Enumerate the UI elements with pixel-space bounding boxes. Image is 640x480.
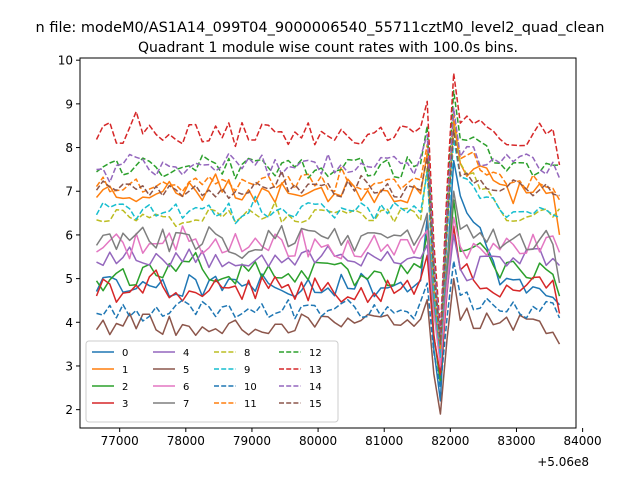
plot-frame: [79, 57, 577, 429]
x-tick-label: 80000: [299, 434, 337, 448]
legend-label-10: 10: [244, 382, 257, 393]
y-tick-label: 5: [65, 272, 73, 286]
x-tick-label: 83000: [497, 434, 535, 448]
figure-suptitle: n file: modeM0/AS1A14_099T04_9000006540_…: [36, 20, 605, 36]
legend-label-11: 11: [244, 399, 257, 410]
series-line-13: [95, 72, 561, 332]
series-line-10: [96, 260, 561, 389]
y-tick-label: 10: [58, 54, 73, 68]
legend-label-15: 15: [309, 399, 322, 410]
series-line-2: [95, 199, 561, 385]
legend-label-2: 2: [122, 382, 128, 393]
series-line-7: [95, 190, 561, 354]
y-tick-label: 7: [65, 185, 73, 199]
legend-label-6: 6: [183, 382, 189, 393]
series-line-6: [96, 216, 561, 367]
x-tick-label: 81000: [365, 434, 403, 448]
x-tick-label: 82000: [431, 434, 469, 448]
series-line-11: [95, 111, 561, 350]
x-tick-label: 77000: [101, 434, 139, 448]
legend-label-3: 3: [122, 399, 128, 410]
x-axis: 77000 78000 79000 80000 81000 82000 83000 84000: [101, 428, 602, 448]
series-line-15: [95, 129, 560, 345]
series-line-3: [95, 225, 561, 376]
legend-label-4: 4: [183, 348, 189, 359]
legend-label-14: 14: [309, 382, 322, 393]
x-tick-label: 79000: [233, 434, 271, 448]
y-axis: 2 3 4 5 6 7 8 9 10: [58, 54, 80, 417]
legend-label-13: 13: [309, 365, 322, 376]
chart-title: Quadrant 1 module wise count rates with …: [138, 40, 518, 56]
y-tick-label: 2: [65, 403, 73, 417]
x-axis-offset-label: +5.06e8: [537, 455, 589, 469]
legend-label-1: 1: [122, 365, 128, 376]
legend-label-8: 8: [244, 348, 250, 359]
series-line-14: [96, 107, 561, 341]
y-tick-label: 8: [65, 141, 73, 155]
y-tick-label: 9: [65, 97, 73, 111]
series-line-12: [96, 90, 560, 341]
y-tick-label: 4: [65, 316, 73, 330]
x-tick-label: 84000: [564, 434, 602, 448]
series-layer: [95, 72, 561, 415]
legend-label-5: 5: [183, 365, 189, 376]
legend-label-7: 7: [183, 399, 189, 410]
x-tick-label: 78000: [167, 434, 205, 448]
series-line-9: [95, 138, 560, 358]
legend-label-0: 0: [122, 348, 128, 359]
legend-label-9: 9: [244, 365, 250, 376]
y-tick-label: 6: [65, 228, 73, 242]
legend-label-12: 12: [309, 348, 322, 359]
series-line-5: [95, 277, 561, 415]
y-tick-label: 3: [65, 359, 73, 373]
legend-frame: [85, 340, 339, 423]
